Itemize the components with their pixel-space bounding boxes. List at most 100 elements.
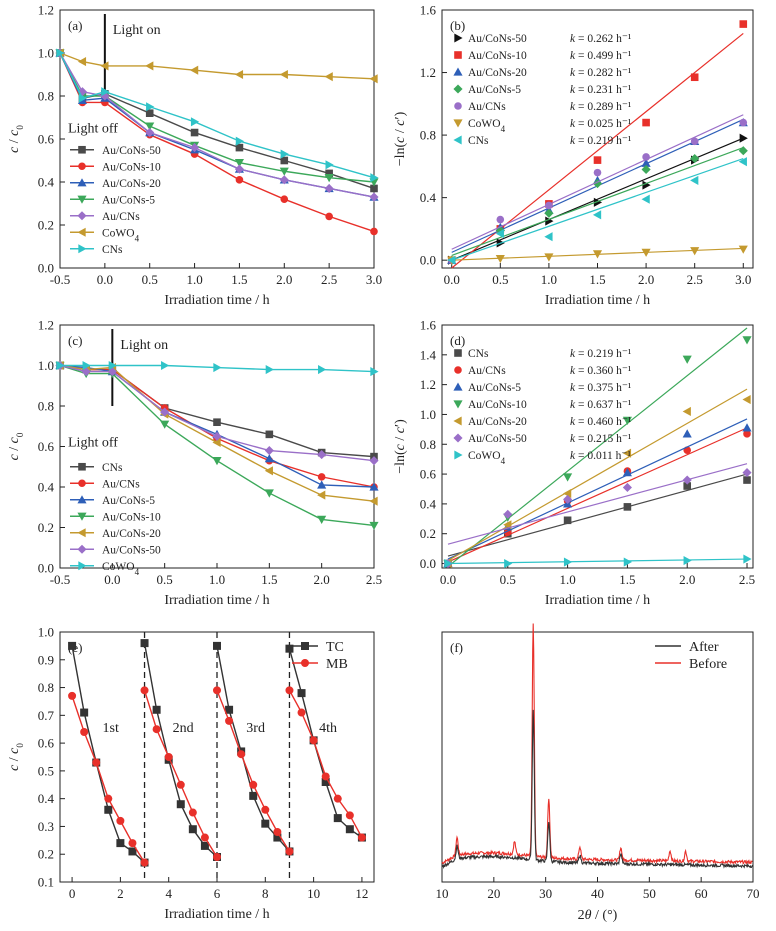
- legend-marker: [453, 416, 462, 426]
- x-axis-label-part: / (°): [592, 908, 618, 923]
- x-tick-label: 2.5: [321, 272, 337, 287]
- legend-label: Au/CoNs-50: [468, 433, 527, 445]
- data-point: [622, 416, 632, 425]
- data-point: [213, 853, 221, 861]
- data-point: [369, 496, 378, 506]
- y-tick-label: 0.6: [38, 132, 55, 147]
- rate-constant-label: k = 0.282 h⁻¹: [570, 67, 632, 79]
- legend-label: CNs: [102, 244, 123, 256]
- fit-line: [447, 388, 748, 562]
- data-point: [249, 791, 258, 800]
- data-point: [503, 509, 513, 519]
- data-point: [100, 61, 109, 71]
- legend-label: Au/CoNs-20: [102, 178, 161, 190]
- y-tick-label: 0.8: [38, 680, 54, 695]
- data-point: [190, 65, 199, 75]
- legend-marker: [77, 178, 87, 187]
- data-point: [145, 122, 155, 131]
- data-point: [369, 74, 378, 84]
- data-point: [212, 457, 222, 466]
- data-point: [317, 473, 326, 481]
- series-line: [216, 645, 290, 852]
- data-point: [234, 69, 244, 80]
- legend-label: Au/CNs: [102, 478, 140, 490]
- data-point: [370, 227, 378, 236]
- x-tick-label: 0.0: [440, 572, 456, 587]
- data-point: [190, 128, 199, 137]
- legend-label: Au/CoNs-20: [468, 416, 527, 428]
- data-point: [324, 183, 334, 194]
- data-point: [325, 212, 333, 221]
- y-axis-label-part: /: [393, 126, 408, 137]
- panel-f: 10 20 30 40 50 60 70 2θ / (°) (f) After Before: [436, 623, 760, 923]
- data-point: [317, 515, 327, 524]
- data-point: [264, 454, 274, 463]
- x-tick-label: 1.0: [186, 272, 202, 287]
- data-point: [592, 179, 603, 189]
- legend-marker: [77, 495, 87, 504]
- y-axis-label-part: c: [7, 453, 22, 460]
- panel-b: 0.0 0.5 1.0 1.5 2.0 2.5 3.0 0.0 0.4 0.8 1.2 1.6 Irra…: [393, 3, 754, 308]
- data-point: [369, 456, 379, 466]
- y-tick-label: 0.8: [420, 128, 436, 143]
- data-point: [370, 173, 379, 183]
- data-point: [743, 430, 751, 438]
- data-point: [80, 708, 89, 717]
- y-axis-label-part: c: [393, 136, 408, 143]
- legend-marker: [77, 211, 87, 221]
- data-point: [104, 805, 113, 814]
- y-axis-label-part: 0: [15, 125, 25, 130]
- data-point: [690, 73, 699, 82]
- y-axis-label-group: c / c0: [7, 743, 25, 771]
- panel-e: 0 2 4 6 8 10 12 0.1 0.2 0.3 0.4 0.5 0.6 0.7 0.8 0.9 1.0 I…: [7, 625, 375, 922]
- data-point: [593, 168, 602, 177]
- series-line: [59, 364, 375, 502]
- data-point: [213, 686, 221, 695]
- rate-constant-label-part: = 0.025 h⁻¹: [575, 118, 632, 130]
- legend-label: Au/CoNs-10: [102, 161, 161, 173]
- rate-constant-label: k = 0.499 h⁻¹: [570, 50, 632, 62]
- y-tick-label: 0.9: [38, 652, 54, 667]
- data-point: [622, 468, 632, 477]
- legend-label: Au/CoNs-5: [102, 495, 155, 507]
- data-point: [108, 360, 117, 371]
- legend-label: CNs: [468, 348, 489, 360]
- y-axis-label-part: /: [7, 443, 22, 454]
- data-point: [690, 247, 700, 256]
- data-point: [317, 450, 327, 460]
- data-point: [682, 406, 691, 417]
- legend-label: Au/CoNs-50: [102, 145, 161, 157]
- rate-constant-label-part: k: [570, 67, 576, 79]
- y-tick-label: 1.4: [420, 347, 437, 362]
- data-point: [261, 805, 270, 814]
- data-point: [116, 816, 125, 825]
- x-tick-label: 1.5: [261, 572, 277, 587]
- legend-marker: [77, 512, 87, 521]
- data-point: [682, 429, 692, 438]
- legend-label: CoWO4: [102, 561, 140, 577]
- x-tick-label: 1.5: [619, 572, 635, 587]
- data-point: [101, 87, 110, 97]
- data-point: [273, 833, 282, 842]
- rate-constant-label-part: k: [570, 33, 576, 45]
- legend-marker: [78, 462, 86, 471]
- data-point: [321, 778, 330, 786]
- rate-constant-label: k = 0.262 h⁻¹: [570, 33, 632, 45]
- x-tick-label: 2: [117, 886, 124, 901]
- data-point: [104, 794, 113, 803]
- data-point: [690, 153, 700, 164]
- rate-constant-label-part: k: [570, 84, 576, 96]
- y-axis-label-part: ′): [393, 419, 408, 427]
- y-axis-label-part: c: [393, 426, 408, 433]
- data-point: [544, 253, 554, 262]
- rate-constant-label: k = 0.219 h⁻¹: [570, 135, 632, 147]
- legend-label: Au/CoNs-20: [468, 67, 527, 79]
- cycle-label: 3rd: [246, 721, 265, 736]
- panel-a: -0.5 0.0 0.5 1.0 1.5 2.0 2.5 3.00.00.20.40.60.8…: [7, 3, 382, 309]
- legend-marker: [78, 561, 87, 571]
- rate-constant-label: k = 0.231 h⁻¹: [570, 84, 632, 96]
- data-point: [592, 250, 603, 259]
- panel-d: 0.0 0.5 1.0 1.5 2.0 2.5 0.0 0.2 0.4 0.6 0.8 1.0 1.2 1…: [393, 318, 755, 609]
- legend-marker: [454, 33, 463, 43]
- rate-constant-label-part: k: [570, 416, 576, 428]
